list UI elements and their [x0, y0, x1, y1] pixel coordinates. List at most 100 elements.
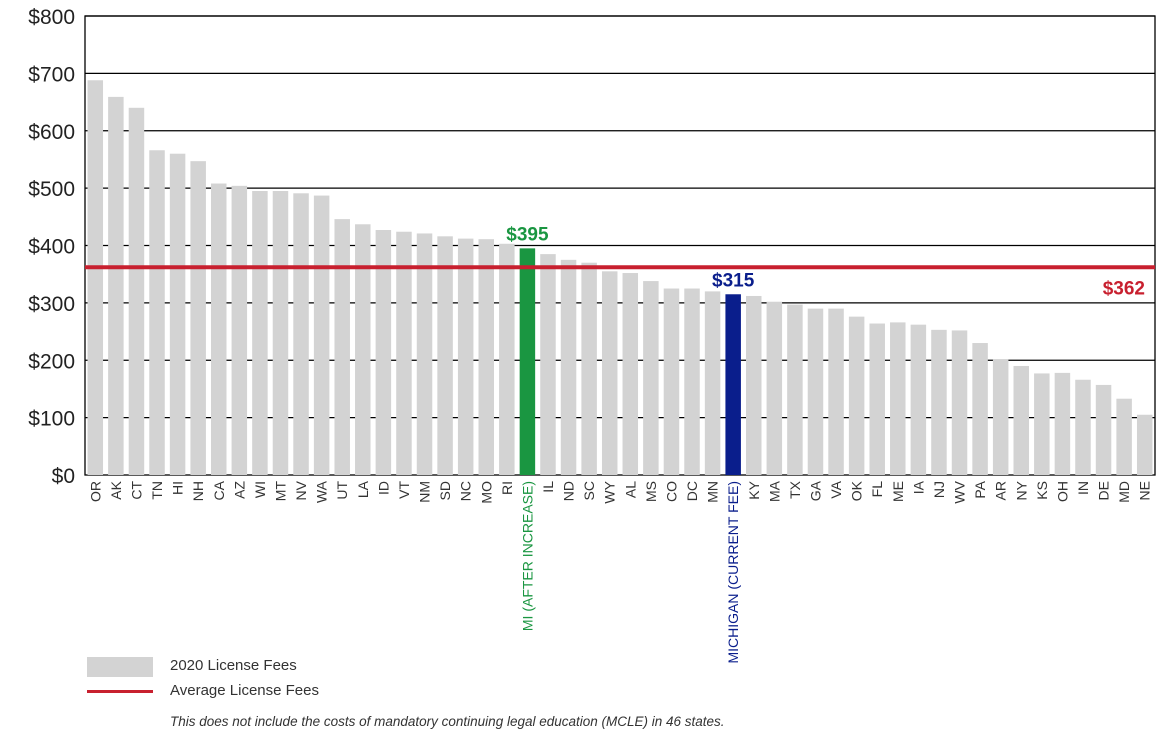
y-tick-label-500: $500 — [28, 178, 75, 201]
x-tick-label-ga: GA — [807, 480, 823, 501]
bar-ak — [108, 96, 124, 476]
x-tick-label-wv: WV — [952, 480, 968, 503]
x-tick-label-ri: RI — [499, 481, 515, 495]
y-tick-label-300: $300 — [28, 293, 75, 316]
x-tick-label-md: MD — [1116, 481, 1132, 503]
bar-al — [622, 273, 639, 475]
bar-me — [890, 322, 906, 475]
bar-nh — [190, 161, 206, 475]
x-tick-label-nc: NC — [458, 481, 474, 501]
x-tick-label-tn: TN — [149, 481, 165, 500]
x-tick-label-ny: NY — [1013, 480, 1029, 500]
x-tick-label-la: LA — [355, 480, 371, 498]
bar-md — [1116, 398, 1132, 475]
x-tick-label-ut: UT — [334, 481, 350, 500]
bar-ma — [766, 301, 783, 475]
bar-mt — [272, 190, 289, 475]
x-tick-label-ak: AK — [108, 480, 124, 499]
x-tick-label-wi: WI — [252, 481, 268, 498]
footnote: This does not include the costs of manda… — [170, 714, 725, 729]
bar-az — [231, 185, 248, 475]
y-tick-label-200: $200 — [28, 350, 75, 373]
x-tick-label-id: ID — [375, 481, 391, 495]
x-tick-label-ms: MS — [643, 481, 659, 502]
x-tick-label-ne: NE — [1137, 481, 1153, 500]
x-tick-label-dc: DC — [684, 481, 700, 501]
plot-frame — [84, 15, 1156, 476]
x-tick-label-nd: ND — [561, 481, 577, 501]
bar-hi — [169, 153, 186, 475]
x-tick-label-vt: VT — [396, 481, 412, 499]
bar-oh — [1054, 372, 1071, 475]
x-tick-label-ma: MA — [766, 480, 782, 502]
x-tick-label-mn: MN — [705, 481, 721, 503]
x-tick-label-mo: MO — [478, 481, 494, 504]
x-tick-label-pa: PA — [972, 480, 988, 498]
bar-wa — [313, 195, 330, 476]
bar-wy — [601, 271, 618, 475]
average-label: $362 — [1103, 278, 1145, 299]
bar-il — [540, 254, 556, 475]
x-tick-label-sc: SC — [581, 481, 597, 500]
bar-nd — [560, 259, 577, 475]
bar-in — [1075, 379, 1091, 475]
bar-mi-after-increase — [519, 248, 536, 475]
y-tick-label-600: $600 — [28, 121, 75, 144]
bar-sd — [437, 236, 453, 475]
x-tick-label-nm: NM — [417, 481, 433, 503]
legend-swatch-average — [87, 690, 153, 693]
y-tick-label-700: $700 — [28, 63, 75, 86]
x-tick-label-va: VA — [828, 480, 844, 498]
data-label-michigan-current-fee: $315 — [712, 270, 755, 291]
y-tick-label-100: $100 — [28, 408, 75, 431]
bar-wi — [252, 190, 268, 475]
x-tick-label-hi: HI — [170, 481, 186, 495]
y-tick-label-400: $400 — [28, 236, 75, 259]
bar-sc — [581, 262, 597, 475]
bar-pa — [972, 343, 988, 475]
bar-ms — [643, 281, 659, 475]
x-tick-label-ar: AR — [993, 481, 1009, 500]
bar-fl — [869, 323, 885, 475]
x-tick-label-il: IL — [540, 481, 556, 493]
bar-nc — [457, 238, 474, 475]
bar-tx — [787, 304, 803, 475]
bar-tn — [149, 150, 165, 475]
bar-ky — [746, 295, 762, 475]
y-tick-label-800: $800 — [28, 6, 75, 29]
x-tick-label-ct: CT — [128, 481, 144, 500]
x-tick-label-az: AZ — [231, 481, 247, 499]
x-tick-label-oh: OH — [1054, 481, 1070, 502]
x-tick-label-de: DE — [1096, 481, 1112, 500]
bar-ar — [992, 359, 1009, 475]
x-tick-label-ks: KS — [1034, 481, 1050, 500]
legend-label-average: Average License Fees — [170, 682, 319, 699]
bar-ga — [807, 308, 824, 475]
x-tick-label-al: AL — [622, 481, 638, 498]
x-tick-label-me: ME — [890, 481, 906, 502]
bar-ct — [128, 107, 145, 476]
x-tick-label-nv: NV — [293, 480, 309, 500]
bar-nv — [293, 193, 309, 475]
data-label-mi-after-increase: $395 — [506, 224, 549, 245]
bar-mn — [704, 291, 721, 475]
bar-ks — [1034, 373, 1050, 475]
bar-ia — [910, 324, 927, 475]
legend-swatch-license-fees — [87, 657, 153, 677]
bar-mo — [478, 239, 494, 475]
x-tick-label-wy: WY — [602, 480, 618, 503]
x-tick-label-ky: KY — [746, 480, 762, 499]
x-tick-label-michigan-current-fee: MICHIGAN (CURRENT FEE) — [725, 481, 741, 664]
x-tick-label-tx: TX — [787, 480, 803, 499]
bar-ca — [211, 183, 227, 475]
x-tick-label-mt: MT — [272, 481, 288, 502]
x-tick-label-wa: WA — [314, 480, 330, 503]
bar-wv — [951, 330, 968, 475]
bar-ut — [334, 219, 350, 475]
bar-dc — [684, 288, 700, 475]
x-tick-label-ca: CA — [211, 480, 227, 500]
bar-vt — [396, 231, 412, 475]
legend-label-license-fees: 2020 License Fees — [170, 657, 297, 674]
x-tick-label-mi-after-increase: MI (AFTER INCREASE) — [519, 481, 535, 631]
x-tick-label-nh: NH — [190, 481, 206, 501]
